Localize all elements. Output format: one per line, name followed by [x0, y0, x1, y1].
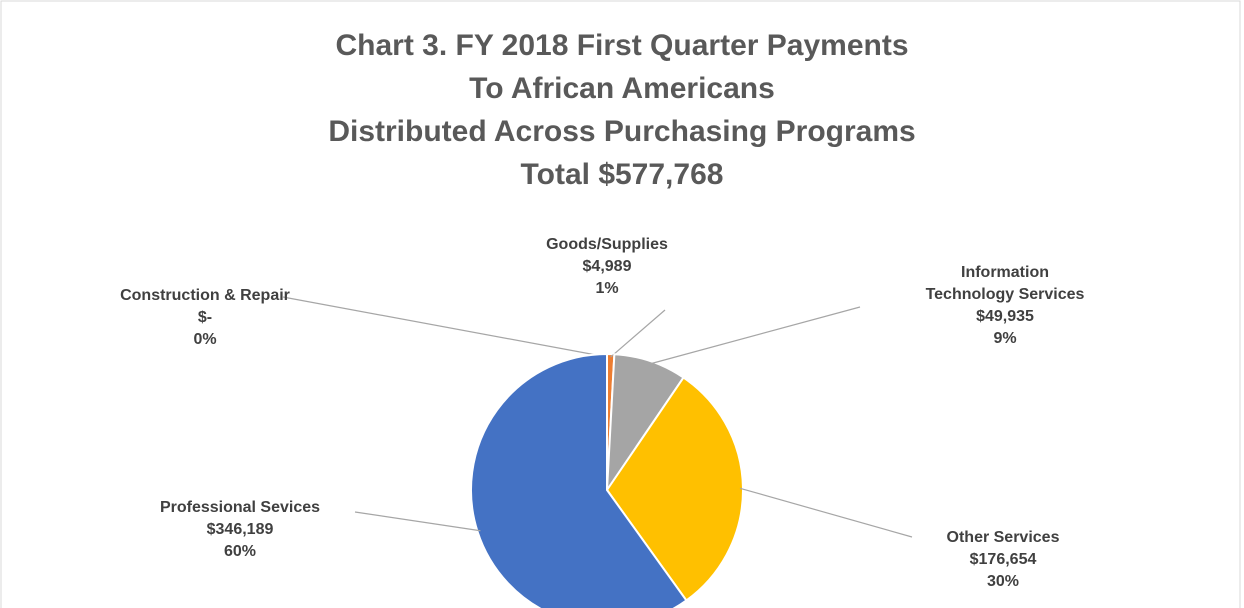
- label-percent: 60%: [223, 543, 257, 560]
- leader-line: [282, 296, 608, 358]
- leader-line: [649, 306, 861, 365]
- label-category: Professional Sevices: [159, 499, 321, 516]
- label-value: $4,989: [582, 258, 632, 275]
- chart-title: Distributed Across Purchasing Programs: [328, 115, 915, 148]
- data-label: Professional Sevices $346,189 60%: [90, 497, 390, 563]
- label-value: $-: [197, 309, 213, 326]
- leader-line: [739, 487, 913, 538]
- data-label: Other Services $176,654 30%: [903, 527, 1103, 593]
- data-label: Information Technology Services $49,935 9%: [918, 262, 1093, 350]
- chart-title: Chart 3. FY 2018 First Quarter Payments: [335, 29, 908, 62]
- pie-slice: [605, 376, 744, 602]
- label-category: Construction & Repair: [120, 287, 290, 304]
- chart-title: Total $577,768: [521, 158, 724, 191]
- data-label: Construction & Repair $- 0%: [55, 285, 355, 351]
- label-category: Other Services: [946, 529, 1060, 546]
- label-value: $176,654: [969, 551, 1037, 568]
- label-percent: 30%: [986, 573, 1020, 590]
- label-percent: 1%: [595, 280, 619, 297]
- leader-line: [354, 511, 481, 532]
- pie-slice: [470, 352, 688, 608]
- label-category: Information Technology Services: [925, 264, 1085, 303]
- label-value: $346,189: [206, 521, 274, 538]
- label-percent: 9%: [993, 330, 1017, 347]
- label-percent: 0%: [193, 331, 217, 348]
- label-value: $49,935: [976, 308, 1034, 325]
- label-category: Goods/Supplies: [546, 236, 668, 253]
- leader-line: [610, 309, 666, 358]
- chart-title: To African Americans: [469, 72, 775, 105]
- data-label: Goods/Supplies $4,989 1%: [507, 234, 707, 300]
